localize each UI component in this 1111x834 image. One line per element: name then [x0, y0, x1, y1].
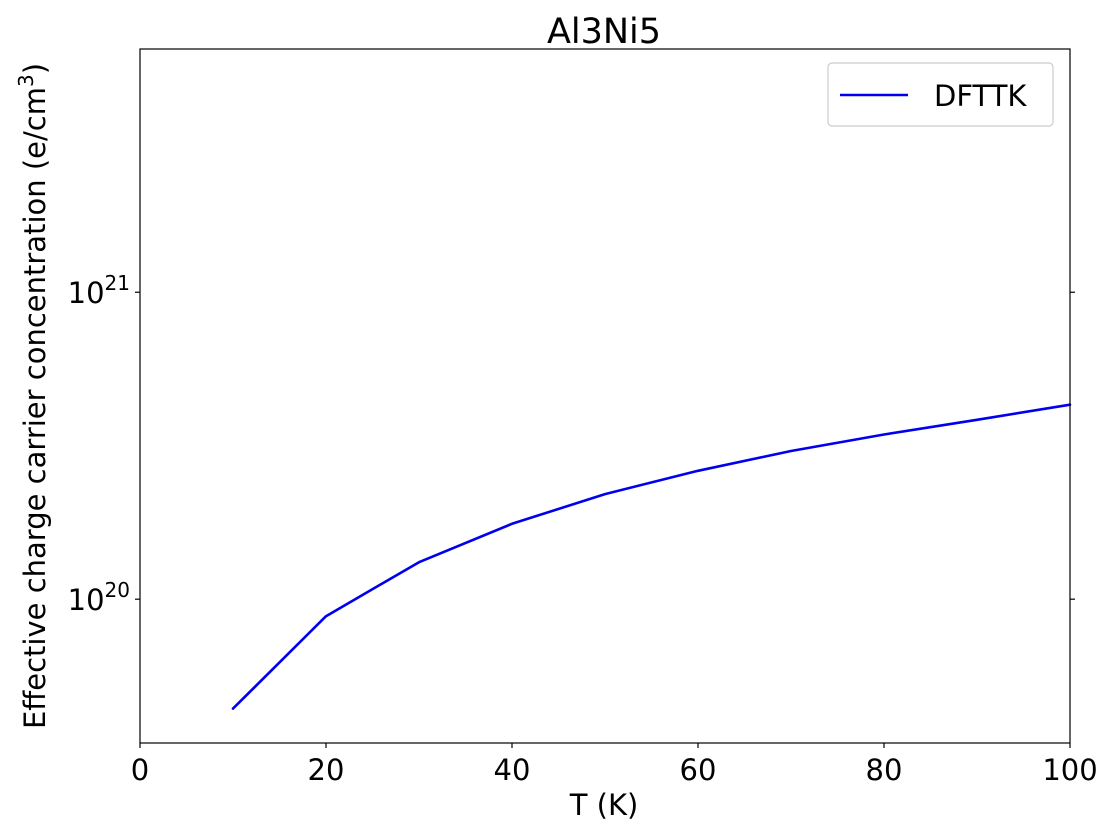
y-tick-label-exponent: 21: [105, 271, 130, 295]
x-tick-label: 20: [308, 753, 345, 787]
y-tick-label-exponent: 20: [105, 578, 130, 602]
series-layer: [231, 403, 1072, 710]
x-tick-label: 100: [1042, 753, 1097, 787]
series-line-dfttk: [231, 403, 1072, 710]
legend: DFTTK: [827, 62, 1054, 127]
chart-title: Al3Ni5: [547, 12, 661, 52]
y-tick-label-base: 10: [68, 583, 105, 617]
y-axis-label: Effective charge carrier concentration (…: [14, 63, 52, 729]
y-tick-label: 1021: [68, 271, 130, 310]
x-tick-label: 0: [131, 753, 149, 787]
x-tick-label: 40: [494, 753, 531, 787]
x-tick-label: 60: [680, 753, 717, 787]
y-axis-label-superscript: 3: [14, 74, 38, 87]
y-tick-label-base: 10: [68, 276, 105, 310]
plot-area-frame: [139, 48, 1071, 744]
x-tick-label: 80: [866, 753, 903, 787]
legend-label: DFTTK: [934, 79, 1027, 113]
y-axis-label-main: Effective charge carrier concentration (…: [18, 87, 52, 729]
y-axis-label-close: ): [18, 63, 52, 74]
legend-box: [827, 62, 1054, 127]
y-tick-label: 1020: [68, 578, 130, 617]
x-axis-label: T (K): [569, 788, 639, 822]
